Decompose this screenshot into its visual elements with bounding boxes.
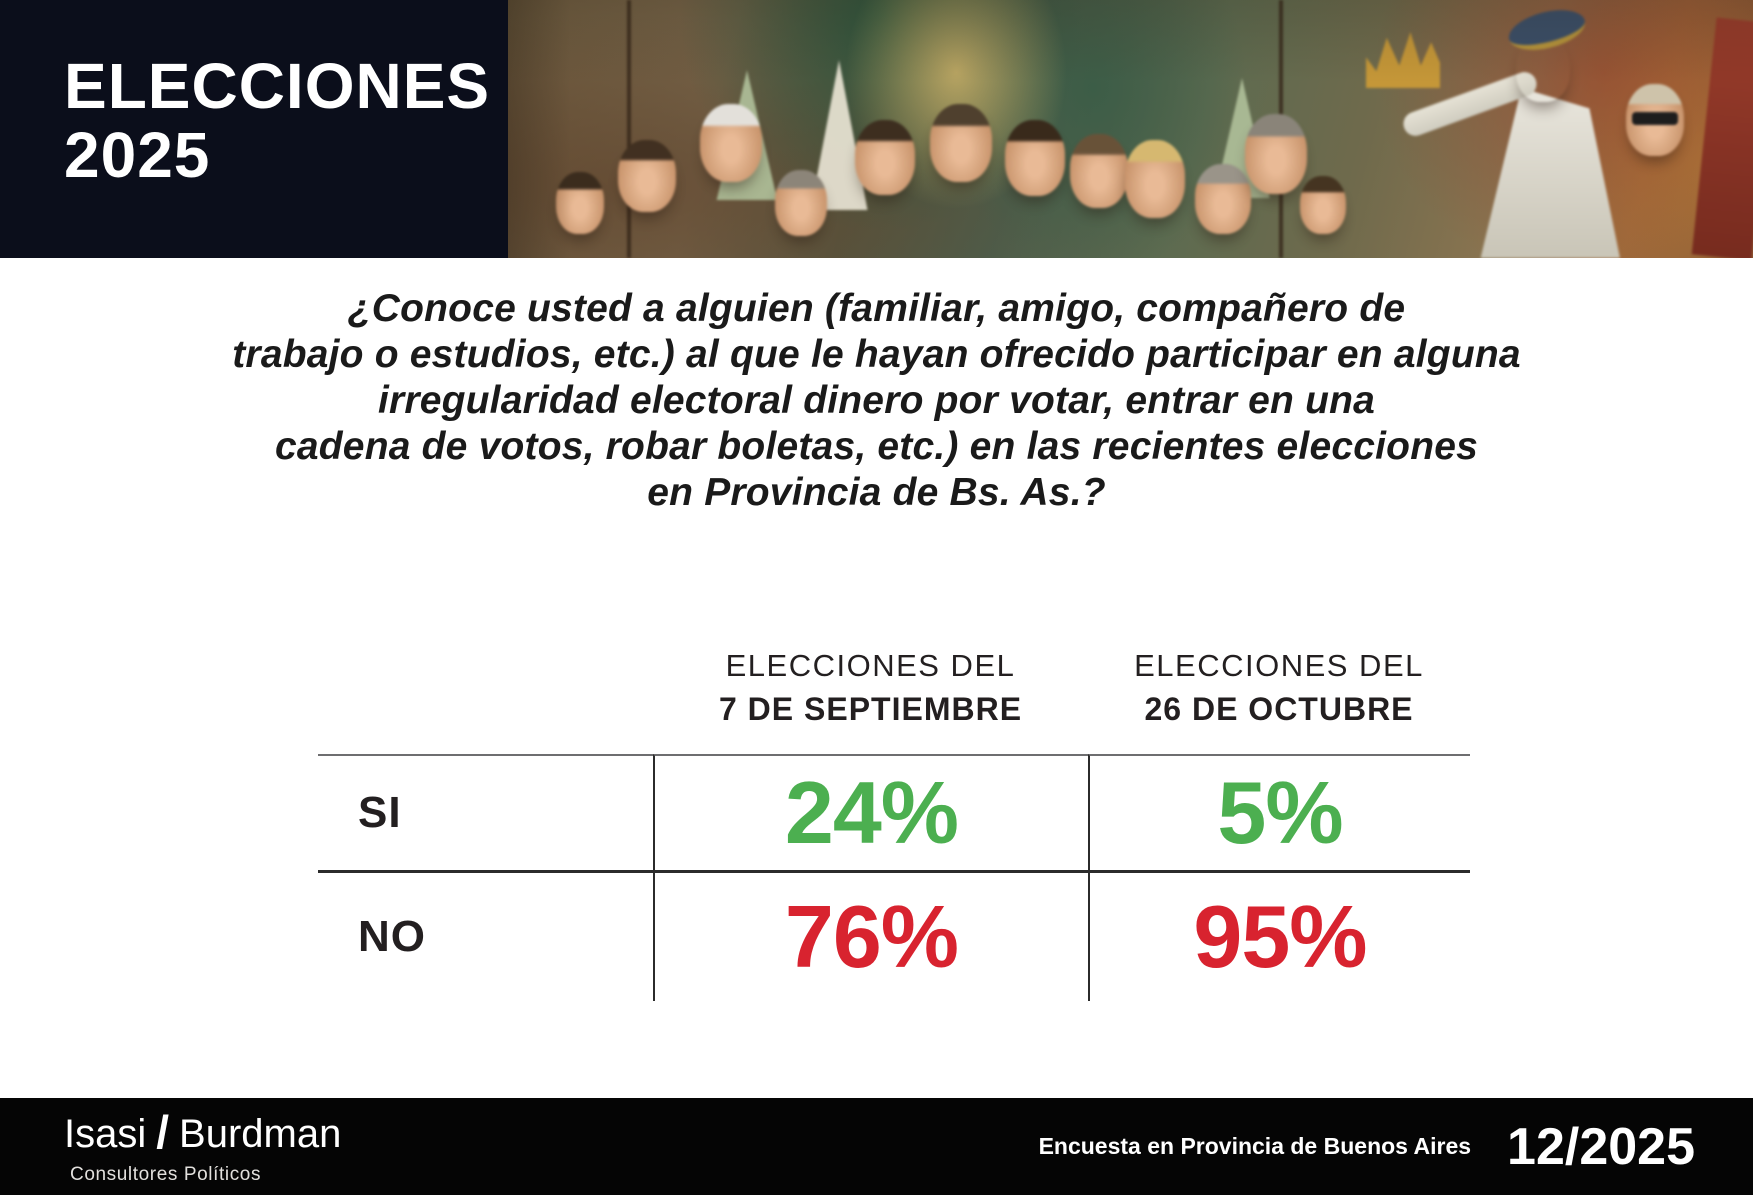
survey-date: 12/2025 [1507, 1117, 1695, 1176]
collage-face [1070, 134, 1128, 208]
brand-block: Isasi / Burdman Consultores Políticos [64, 1106, 342, 1186]
collage-face [1300, 176, 1346, 234]
column-header-line2: 7 DE SEPTIEMBRE [718, 691, 1023, 727]
row-label-no: NO [318, 870, 653, 1001]
header-band: ELECCIONES 2025 [0, 0, 1753, 258]
collage-tone-overlay [508, 0, 1753, 258]
column-header-line1: ELECCIONES DEL [1134, 648, 1424, 683]
value-no-september: 76% [653, 870, 1088, 1001]
collage-face [618, 140, 676, 212]
question-line: irregularidad electoral dinero por votar… [377, 379, 1376, 422]
footer-right-block: Encuesta en Provincia de Buenos Aires 12… [1039, 1117, 1695, 1177]
question-line: cadena de votos, robar boletas, etc.) en… [275, 425, 1478, 468]
row-label-si: SI [318, 754, 653, 870]
collage-face [930, 104, 992, 182]
value-si-october: 5% [1088, 754, 1470, 870]
collage-staff [627, 0, 631, 258]
column-header-line2: 26 DE OCTUBRE [1144, 691, 1414, 727]
brand-subtitle: Consultores Políticos [70, 1164, 262, 1185]
collage-face [1005, 120, 1065, 196]
collage-face [1195, 164, 1251, 234]
collage-sunglasses [1632, 112, 1678, 125]
value-si-september: 24% [653, 754, 1088, 870]
coronation-painting-collage [508, 0, 1753, 258]
collage-shapes [508, 0, 1753, 258]
collage-face [1125, 140, 1185, 218]
collage-face [1245, 114, 1307, 194]
page-title: ELECCIONES 2025 [64, 50, 508, 192]
brand-right: Burdman [179, 1111, 342, 1156]
question-line: ¿Conoce usted a alguien (familiar, amigo… [347, 287, 1406, 330]
column-header-october: ELECCIONES DEL 26 DE OCTUBRE [1088, 648, 1470, 754]
title-line-2: 2025 [64, 119, 211, 192]
title-line-1: ELECCIONES [64, 50, 491, 122]
survey-scope-note: Encuesta en Provincia de Buenos Aires [1038, 1133, 1472, 1159]
survey-question: ¿Conoce usted a alguien (familiar, amigo… [0, 286, 1753, 516]
question-line: trabajo o estudios, etc.) al que le haya… [232, 333, 1521, 376]
results-table: ELECCIONES DEL 7 DE SEPTIEMBRE ELECCIONE… [318, 648, 1470, 1001]
title-box: ELECCIONES 2025 [0, 0, 508, 258]
collage-face [556, 172, 604, 234]
column-header-line1: ELECCIONES DEL [725, 648, 1016, 683]
brand-slash: / [156, 1106, 170, 1158]
brand-name: Isasi / Burdman [64, 1106, 342, 1161]
question-line: en Provincia de Bs. As.? [647, 471, 1106, 514]
brand-left: Isasi [64, 1111, 147, 1156]
collage-face [855, 120, 915, 195]
column-header-september: ELECCIONES DEL 7 DE SEPTIEMBRE [653, 648, 1088, 754]
collage-face [775, 170, 827, 236]
collage-face [700, 104, 762, 182]
table-corner-spacer [318, 648, 653, 754]
value-no-october: 95% [1088, 870, 1470, 1001]
footer-bar: Isasi / Burdman Consultores Políticos En… [0, 1098, 1753, 1195]
